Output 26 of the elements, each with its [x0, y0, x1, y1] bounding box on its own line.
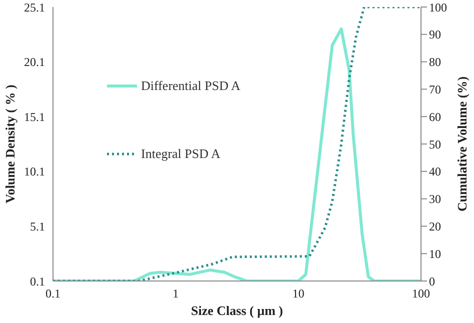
y2-tick-label: 30 — [429, 192, 441, 206]
y-tick-label: 0.1 — [30, 274, 45, 288]
y2-tick-label: 80 — [429, 55, 441, 70]
y2-tick-label: 90 — [429, 28, 441, 42]
y2-tick-label: 50 — [429, 137, 441, 152]
x-tick-label: 1 — [172, 286, 179, 301]
x-tick-label: 100 — [412, 286, 430, 301]
y2-tick-label: 0 — [429, 274, 435, 288]
y2-tick-label: 10 — [429, 246, 441, 261]
y-tick-label: 25.1 — [24, 0, 45, 14]
y2-tick-label: 70 — [429, 82, 441, 96]
y2-tick-label: 60 — [429, 110, 441, 124]
legend-label: Differential PSD A — [141, 78, 240, 94]
y2-tick-label: 100 — [429, 0, 447, 14]
y-tick-label: 5.1 — [30, 219, 45, 234]
x-axis-title: Size Class ( µm ) — [191, 303, 283, 318]
y2-tick-label: 40 — [429, 164, 441, 179]
y2-tick-label: 20 — [429, 219, 441, 234]
y2-axis-title: Cumulative Volume (%) — [454, 76, 470, 212]
x-tick-label: 0.1 — [46, 286, 60, 301]
y-axis-title: Volume Density ( % ) — [2, 84, 18, 204]
y-tick-label: 15.1 — [24, 110, 45, 124]
x-tick-label: 10 — [292, 286, 304, 301]
legend-label: Integral PSD A — [141, 146, 220, 162]
y-tick-label: 20.1 — [24, 55, 45, 70]
y-tick-label: 10.1 — [24, 164, 45, 179]
